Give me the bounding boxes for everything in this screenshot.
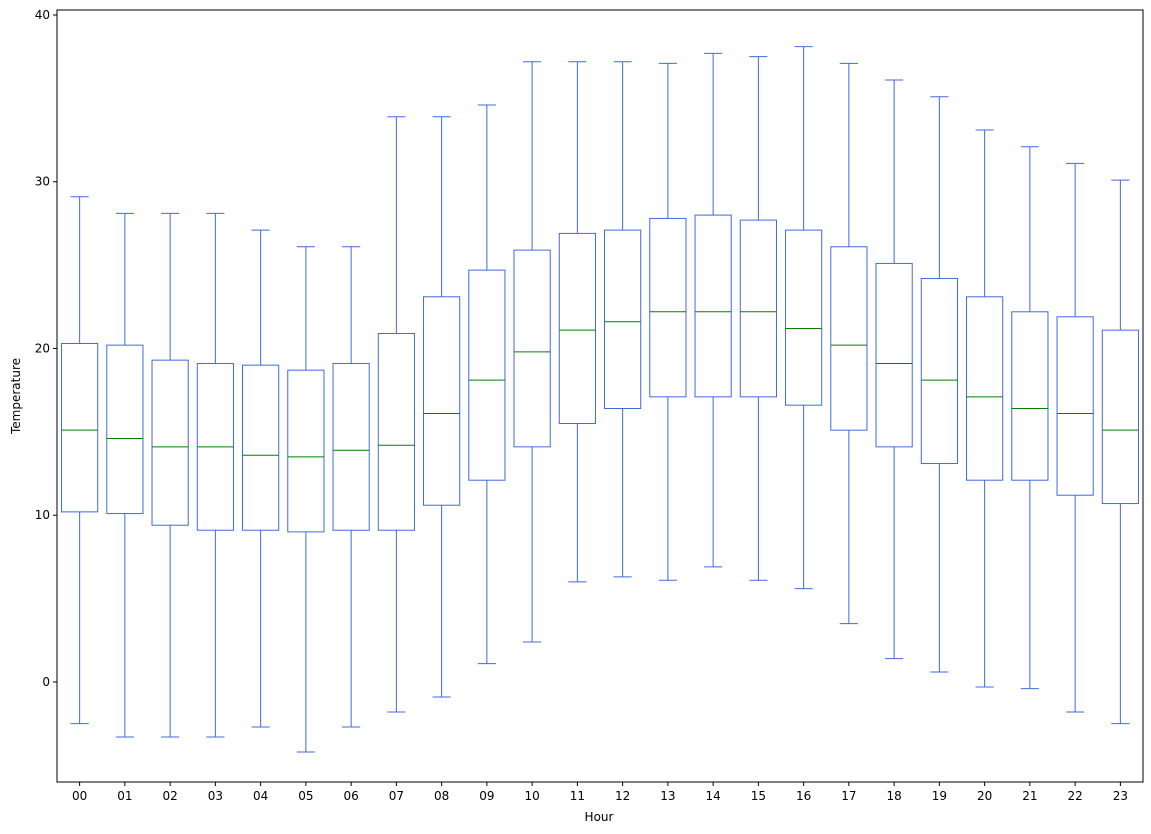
y-tick-label: 20	[35, 341, 50, 355]
box-08	[423, 116, 461, 698]
box-04	[242, 229, 280, 728]
box-body	[1056, 316, 1094, 496]
box-15	[739, 56, 777, 581]
box-16	[785, 46, 823, 590]
x-tick-label: 13	[660, 789, 675, 803]
box-body	[830, 246, 868, 431]
box-body	[966, 296, 1004, 481]
x-tick-label: 17	[841, 789, 856, 803]
box-18	[875, 79, 913, 660]
y-tick-label: 10	[35, 508, 50, 522]
x-tick-label: 23	[1113, 789, 1128, 803]
box-body	[377, 332, 415, 531]
box-17	[830, 62, 868, 625]
box-body	[604, 229, 642, 410]
x-tick-label: 20	[977, 789, 992, 803]
box-body	[875, 262, 913, 448]
y-axis-ticks: 0 10 20 30 40	[35, 8, 57, 689]
box-11	[558, 61, 596, 583]
x-tick-label: 10	[524, 789, 539, 803]
x-tick-label: 12	[615, 789, 630, 803]
box-12	[604, 61, 642, 578]
box-body	[649, 217, 687, 398]
x-tick-label: 18	[886, 789, 901, 803]
box-22	[1056, 162, 1094, 713]
box-02	[151, 212, 189, 738]
box-body	[151, 359, 189, 526]
box-body	[1011, 311, 1049, 481]
box-03	[196, 212, 234, 738]
axes-frame	[56, 9, 1144, 783]
y-tick-label: 40	[35, 8, 50, 22]
box-20	[966, 129, 1004, 688]
x-tick-label: 14	[705, 789, 720, 803]
box-13	[649, 62, 687, 581]
y-axis-label: Temperature	[9, 358, 23, 435]
x-tick-label: 07	[389, 789, 404, 803]
box-body	[513, 249, 551, 448]
box-00	[61, 196, 99, 725]
x-tick-label: 15	[751, 789, 766, 803]
box-body	[423, 296, 461, 506]
x-axis-ticks: 00 01 02 03 04 05 06 07 08 09 10 11 12 13 14 15 16 17 18 19…	[72, 782, 1128, 803]
x-tick-label: 21	[1022, 789, 1037, 803]
x-tick-label: 19	[932, 789, 947, 803]
box-body	[242, 364, 280, 531]
y-tick-label: 0	[42, 675, 50, 689]
box-body	[61, 342, 99, 513]
x-tick-label: 22	[1067, 789, 1082, 803]
x-tick-label: 02	[162, 789, 177, 803]
box-07	[377, 116, 415, 713]
box-body	[694, 214, 732, 398]
box-body	[558, 232, 596, 425]
x-tick-label: 05	[298, 789, 313, 803]
box-19	[920, 96, 958, 673]
x-tick-label: 08	[434, 789, 449, 803]
box-body	[468, 269, 506, 481]
box-body	[785, 229, 823, 406]
box-body	[920, 277, 958, 465]
y-tick-label: 30	[35, 175, 50, 189]
box-09	[468, 104, 506, 665]
x-tick-label: 06	[343, 789, 358, 803]
box-23	[1101, 179, 1139, 725]
box-01	[106, 212, 144, 738]
box-05	[287, 246, 325, 753]
box-14	[694, 52, 732, 568]
x-tick-label: 09	[479, 789, 494, 803]
x-tick-label: 03	[208, 789, 223, 803]
x-tick-label: 04	[253, 789, 268, 803]
box-06	[332, 246, 370, 728]
box-body	[106, 344, 144, 515]
box-body	[739, 219, 777, 398]
x-tick-label: 00	[72, 789, 87, 803]
x-tick-label: 01	[117, 789, 132, 803]
box-body	[287, 369, 325, 533]
box-21	[1011, 146, 1049, 690]
box-10	[513, 61, 551, 643]
x-axis-label: Hour	[585, 810, 614, 824]
x-tick-label: 11	[570, 789, 585, 803]
box-body	[1101, 329, 1139, 505]
x-tick-label: 16	[796, 789, 811, 803]
box-body	[332, 362, 370, 531]
plot-marks	[61, 46, 1139, 753]
